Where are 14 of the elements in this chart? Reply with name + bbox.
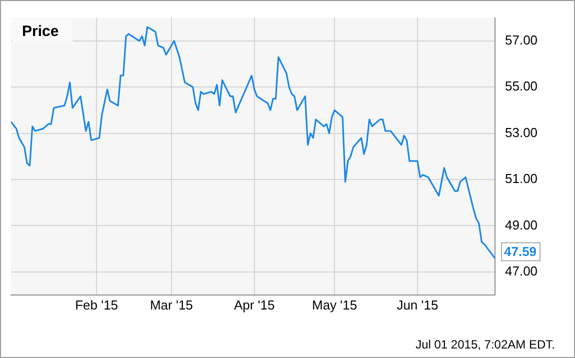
- x-tick-label: Feb '15: [75, 297, 118, 312]
- x-tick-label: May '15: [312, 297, 358, 312]
- data-label: 47.59: [504, 244, 537, 259]
- y-tick-label: 47.00: [505, 263, 538, 278]
- x-tick-label: Mar '15: [150, 297, 193, 312]
- x-tick-label: Apr '15: [234, 297, 275, 312]
- x-tick-label: Jun '15: [396, 297, 438, 312]
- y-tick-label: 53.00: [505, 124, 538, 140]
- y-tick-label: 55.00: [505, 78, 538, 94]
- chart-title: Price: [22, 22, 59, 40]
- y-tick-label: 57.00: [505, 32, 538, 48]
- y-tick-label: 49.00: [505, 217, 538, 232]
- text: Jul 01 2015, 7:02AM EDT.: [416, 337, 555, 352]
- y-tick-label: 51.00: [505, 171, 538, 186]
